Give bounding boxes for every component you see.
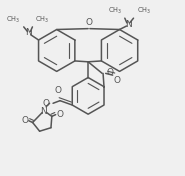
Text: N: N — [125, 20, 132, 29]
Text: N: N — [41, 107, 47, 116]
Text: O: O — [56, 110, 63, 119]
Text: O: O — [85, 18, 92, 27]
Text: O: O — [21, 116, 28, 125]
Text: O: O — [55, 86, 62, 95]
Text: O: O — [107, 68, 114, 77]
Text: O: O — [114, 76, 121, 85]
Text: CH$_3$: CH$_3$ — [6, 15, 20, 25]
Text: CH$_3$: CH$_3$ — [35, 15, 49, 25]
Text: O: O — [43, 99, 50, 108]
Text: N: N — [26, 29, 32, 37]
Text: CH$_3$: CH$_3$ — [108, 6, 122, 16]
Text: CH$_3$: CH$_3$ — [137, 6, 151, 16]
